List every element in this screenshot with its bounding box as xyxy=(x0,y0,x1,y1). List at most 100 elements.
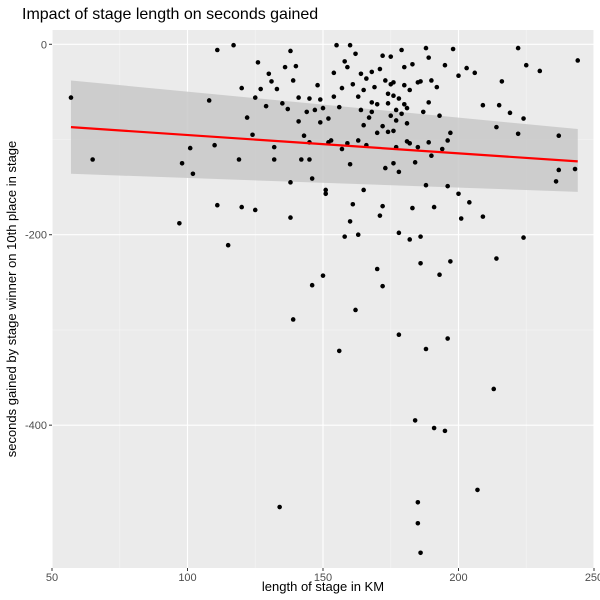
data-point xyxy=(391,128,396,134)
data-point xyxy=(415,499,421,505)
data-point xyxy=(448,130,453,136)
data-point xyxy=(523,62,529,68)
data-point xyxy=(480,102,486,108)
data-point xyxy=(307,157,312,162)
y-axis-title: seconds gained by stage winner on 10th p… xyxy=(4,141,19,458)
data-point xyxy=(515,45,521,51)
data-point xyxy=(377,213,383,218)
data-point xyxy=(458,216,464,221)
data-point xyxy=(374,130,380,136)
data-point xyxy=(480,214,486,219)
data-point xyxy=(331,94,337,99)
data-point xyxy=(323,187,329,193)
data-point xyxy=(383,78,388,83)
data-point xyxy=(355,232,361,238)
data-point xyxy=(399,47,404,53)
data-point xyxy=(429,78,434,83)
data-point xyxy=(431,204,437,210)
data-point xyxy=(358,107,364,113)
data-point xyxy=(491,386,497,392)
data-point xyxy=(339,146,345,152)
data-point xyxy=(334,42,339,48)
data-point xyxy=(410,61,415,67)
data-point xyxy=(320,273,326,278)
y-tick-label: -400 xyxy=(25,420,47,432)
data-point xyxy=(320,105,326,111)
data-point xyxy=(293,63,299,69)
data-point xyxy=(391,93,396,99)
data-point xyxy=(507,110,513,116)
data-point xyxy=(499,79,505,84)
data-point xyxy=(515,131,521,137)
data-point xyxy=(336,348,342,354)
data-point xyxy=(415,520,421,526)
data-point xyxy=(431,425,437,431)
data-point xyxy=(309,282,315,288)
trend-line xyxy=(70,126,578,163)
data-point xyxy=(353,51,358,57)
data-point xyxy=(328,138,334,143)
data-point xyxy=(336,104,342,110)
data-point xyxy=(296,119,301,124)
data-point xyxy=(239,85,244,91)
data-point xyxy=(412,160,418,165)
data-point xyxy=(437,272,442,278)
data-point xyxy=(377,66,383,72)
data-point xyxy=(252,95,258,100)
data-point xyxy=(393,107,399,113)
data-point xyxy=(252,207,258,213)
x-tick-label: 200 xyxy=(449,572,467,584)
data-point xyxy=(299,157,304,162)
x-tick-label: 100 xyxy=(178,572,196,584)
data-point xyxy=(437,113,442,118)
data-point xyxy=(423,45,429,51)
data-point xyxy=(353,307,358,313)
data-point xyxy=(556,133,562,138)
data-point xyxy=(391,80,396,85)
data-point xyxy=(402,101,407,107)
data-point xyxy=(426,100,431,105)
data-point xyxy=(385,101,391,106)
data-point xyxy=(258,86,263,92)
data-point xyxy=(572,166,578,172)
data-point xyxy=(277,504,282,510)
data-point xyxy=(355,138,361,143)
data-point xyxy=(288,215,293,220)
data-point xyxy=(380,123,385,129)
confidence-band xyxy=(70,80,578,192)
x-tick-label: 250 xyxy=(585,572,600,584)
data-point xyxy=(420,109,426,115)
data-point xyxy=(255,60,261,65)
data-point xyxy=(225,242,231,248)
data-point xyxy=(212,142,217,148)
data-point xyxy=(472,70,478,76)
data-point xyxy=(494,124,499,130)
data-point xyxy=(317,97,323,102)
x-tick-label: 150 xyxy=(314,572,332,584)
data-point xyxy=(369,109,375,115)
data-point xyxy=(364,76,369,81)
data-point xyxy=(250,132,255,138)
data-point xyxy=(358,71,364,77)
data-point xyxy=(266,71,272,77)
data-point xyxy=(271,157,277,162)
data-point xyxy=(315,82,320,88)
data-point xyxy=(231,42,236,48)
data-point xyxy=(445,183,450,189)
data-point xyxy=(496,102,502,108)
data-point xyxy=(399,111,404,117)
data-point xyxy=(206,98,212,103)
data-point xyxy=(494,256,499,261)
data-point xyxy=(361,187,366,193)
data-point xyxy=(369,100,375,105)
data-point xyxy=(464,65,469,71)
data-point xyxy=(179,161,185,166)
data-point xyxy=(372,84,377,90)
data-point xyxy=(307,96,312,101)
data-point xyxy=(521,235,526,240)
data-point xyxy=(442,62,448,68)
y-tick-label: 0 xyxy=(41,39,47,51)
data-point xyxy=(236,157,242,162)
data-point xyxy=(402,64,407,70)
x-axis-title: length of stage in KM xyxy=(262,579,384,594)
